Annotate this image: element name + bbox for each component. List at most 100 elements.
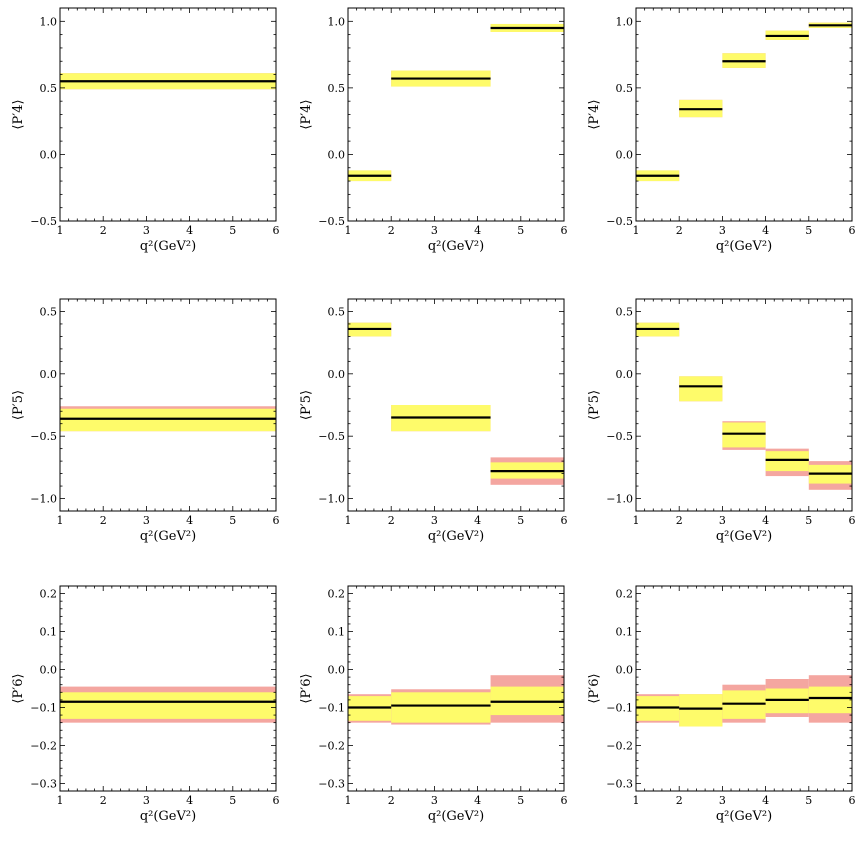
y-tick-label: −0.5 <box>318 430 345 443</box>
x-tick-label: 5 <box>517 514 524 527</box>
inner-band-bin-1 <box>60 692 276 719</box>
x-axis-title: q²(GeV²) <box>140 809 196 824</box>
plot-frame <box>347 298 565 512</box>
chart-panel-P5-one-bin: 1 2 3 4 5 6 −1.0 −0.5 0.0 0.5 q²(GeV²) ⟨P′5⟩ <box>11 298 280 544</box>
y-tick-label: 0.0 <box>40 664 58 677</box>
y-tick-label: 0.5 <box>616 305 634 318</box>
plot-frame <box>635 7 853 222</box>
inner-band-bin-4 <box>765 451 809 472</box>
x-tick-label: 3 <box>431 514 438 527</box>
y-tick-label: −0.3 <box>606 777 633 790</box>
x-tick-label: 5 <box>517 224 524 237</box>
y-tick-label: −0.5 <box>30 215 57 228</box>
x-tick-label: 4 <box>474 794 481 807</box>
x-tick-label: 1 <box>57 514 64 527</box>
y-tick-label: −0.5 <box>606 430 633 443</box>
y-axis-title: ⟨P′6⟩ <box>587 673 602 703</box>
x-axis-title: q²(GeV²) <box>716 529 772 544</box>
y-tick-label: −0.3 <box>30 777 57 790</box>
inner-band-bin-3 <box>722 422 766 448</box>
x-tick-label: 6 <box>273 514 280 527</box>
y-tick-label: −0.2 <box>606 739 633 752</box>
y-tick-label: 0.0 <box>40 148 58 161</box>
y-tick-label: 1.0 <box>328 15 346 28</box>
x-tick-label: 4 <box>186 224 193 237</box>
y-axis-title: ⟨P′4⟩ <box>11 99 26 129</box>
x-axis-title: q²(GeV²) <box>428 529 484 544</box>
y-tick-label: −1.0 <box>318 493 345 506</box>
y-tick-label: −0.5 <box>318 215 345 228</box>
y-tick-label: 0.0 <box>328 368 346 381</box>
y-tick-label: −0.1 <box>606 701 633 714</box>
chart-panel-P6-three-bins: 1 2 3 4 5 6 −0.3 −0.2 −0.1 0.0 0.1 0.2 q²(GeV²) ⟨P′6⟩ <box>299 585 568 824</box>
x-tick-label: 6 <box>561 794 568 807</box>
x-tick-label: 6 <box>849 224 856 237</box>
x-tick-label: 3 <box>143 224 150 237</box>
y-tick-label: −0.5 <box>606 215 633 228</box>
y-axis-title: ⟨P′4⟩ <box>587 99 602 129</box>
y-tick-label: −0.3 <box>318 777 345 790</box>
chart-panel-P6-five-bins: 1 2 3 4 5 6 −0.3 −0.2 −0.1 0.0 0.1 0.2 q²(GeV²) ⟨P′6⟩ <box>587 585 856 824</box>
x-axis-title: q²(GeV²) <box>428 239 484 254</box>
y-tick-label: 0.5 <box>40 305 58 318</box>
plot-frame <box>635 298 853 512</box>
y-tick-label: 0.0 <box>328 664 346 677</box>
y-tick-label: 1.0 <box>616 15 634 28</box>
y-tick-label: 0.5 <box>328 305 346 318</box>
x-tick-label: 5 <box>229 794 236 807</box>
x-tick-label: 3 <box>143 514 150 527</box>
y-tick-label: 0.5 <box>40 82 58 95</box>
x-tick-label: 2 <box>676 514 683 527</box>
y-tick-label: −0.2 <box>318 739 345 752</box>
x-tick-label: 2 <box>388 514 395 527</box>
x-tick-label: 4 <box>186 794 193 807</box>
x-tick-label: 4 <box>762 794 769 807</box>
y-tick-label: 0.5 <box>616 82 634 95</box>
y-tick-label: −0.1 <box>318 701 345 714</box>
y-tick-label: 0.2 <box>328 588 346 601</box>
y-axis-title: ⟨P′5⟩ <box>587 390 602 420</box>
y-axis-title: ⟨P′6⟩ <box>11 673 26 703</box>
inner-band-bin-2 <box>391 692 491 723</box>
x-tick-label: 3 <box>431 794 438 807</box>
x-tick-label: 1 <box>345 224 352 237</box>
x-tick-label: 2 <box>676 794 683 807</box>
x-tick-label: 1 <box>57 794 64 807</box>
x-tick-label: 2 <box>100 224 107 237</box>
x-tick-label: 5 <box>229 224 236 237</box>
x-axis-title: q²(GeV²) <box>140 529 196 544</box>
x-tick-label: 5 <box>517 794 524 807</box>
x-tick-label: 6 <box>273 224 280 237</box>
inner-band-bin-2 <box>679 694 723 727</box>
chart-panel-P6-one-bin: 1 2 3 4 5 6 −0.3 −0.2 −0.1 0.0 0.1 0.2 q²(GeV²) ⟨P′6⟩ <box>11 585 280 824</box>
y-tick-label: 0.0 <box>616 368 634 381</box>
x-tick-label: 4 <box>762 514 769 527</box>
x-tick-label: 2 <box>100 514 107 527</box>
x-axis-title: q²(GeV²) <box>716 239 772 254</box>
x-tick-label: 4 <box>186 514 193 527</box>
x-axis-title: q²(GeV²) <box>716 809 772 824</box>
plot-frame <box>347 7 565 222</box>
x-axis-title: q²(GeV²) <box>140 239 196 254</box>
x-tick-label: 2 <box>676 224 683 237</box>
x-tick-label: 1 <box>633 514 640 527</box>
x-tick-label: 1 <box>345 514 352 527</box>
y-tick-label: 0.1 <box>40 626 58 639</box>
x-tick-label: 5 <box>805 794 812 807</box>
inner-band-bin-5 <box>808 686 852 714</box>
x-tick-label: 6 <box>561 514 568 527</box>
plot-frame <box>59 585 277 792</box>
x-tick-label: 4 <box>474 514 481 527</box>
y-tick-label: 0.0 <box>40 368 58 381</box>
y-tick-label: −1.0 <box>30 493 57 506</box>
y-tick-label: 0.1 <box>616 626 634 639</box>
y-tick-label: −0.2 <box>30 739 57 752</box>
y-tick-label: 0.2 <box>616 588 634 601</box>
x-tick-label: 4 <box>474 224 481 237</box>
y-axis-title: ⟨P′4⟩ <box>299 99 314 129</box>
y-axis-title: ⟨P′5⟩ <box>299 390 314 420</box>
x-tick-label: 2 <box>388 794 395 807</box>
y-tick-label: 0.0 <box>616 664 634 677</box>
x-tick-label: 3 <box>143 794 150 807</box>
